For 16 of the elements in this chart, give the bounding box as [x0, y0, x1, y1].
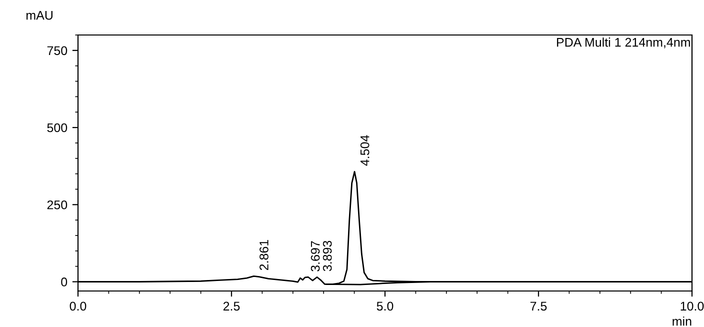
x-tick-label: 2.5 — [223, 302, 240, 311]
annotation: 3.893 — [322, 240, 332, 272]
y-tick-label: 250 — [47, 200, 68, 210]
x-axis-title: min — [672, 316, 692, 326]
x-tick-label: 10.0 — [680, 302, 704, 311]
annotation: 3.697 — [310, 241, 320, 272]
x-tick-label: 7.5 — [530, 302, 547, 311]
y-tick-label: 750 — [47, 46, 68, 56]
x-tick-label: 0.0 — [70, 302, 86, 311]
annotation: PDA Multi 1 214nm,4nm — [557, 38, 690, 48]
annotation: 2.861 — [260, 240, 268, 270]
y-tick-label: 500 — [47, 123, 68, 132]
x-tick-label: 5.0 — [376, 302, 394, 311]
annotation: 4.504 — [360, 135, 370, 166]
y-axis-title: mAU — [26, 11, 52, 20]
y-tick-label: 0 — [61, 278, 68, 286]
